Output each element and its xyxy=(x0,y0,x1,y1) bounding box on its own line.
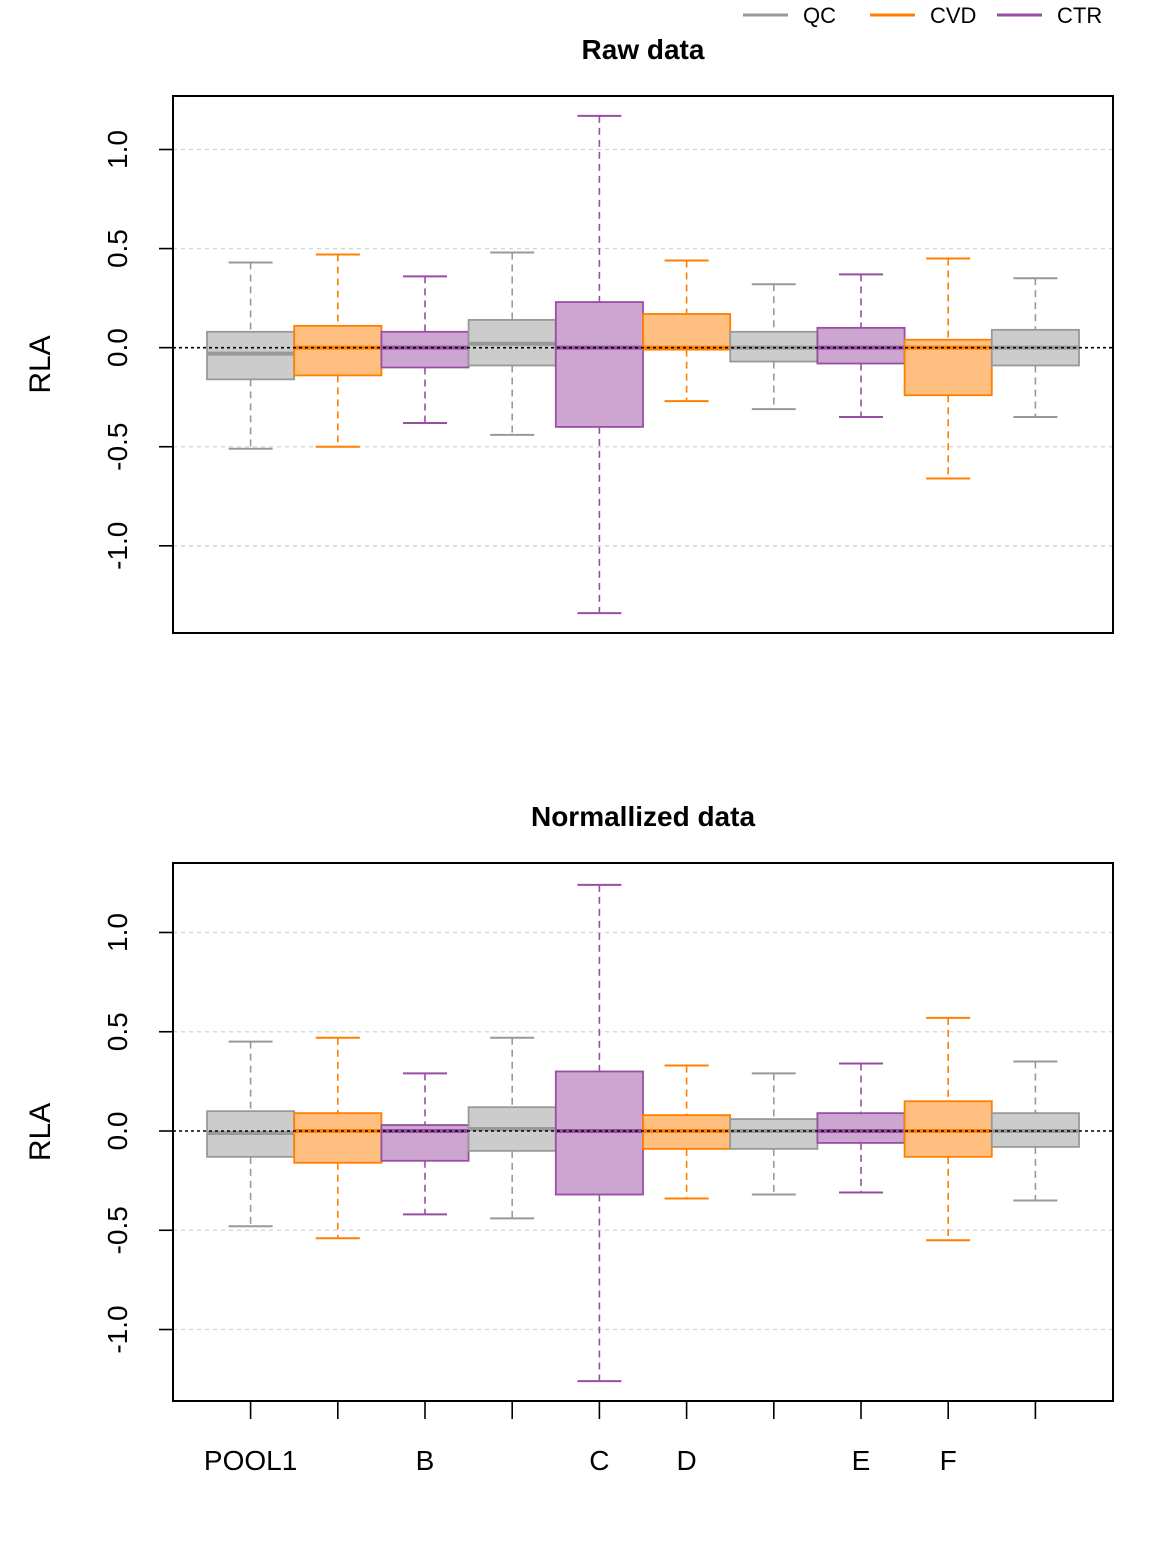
box-ctr xyxy=(816,273,906,419)
box-ctr xyxy=(554,883,644,1383)
x-tick-label: B xyxy=(416,1445,435,1476)
box-ctr xyxy=(380,1072,470,1216)
legend-label-qc: QC xyxy=(803,3,836,28)
raw-data-panel: Raw data -1.0 -0.5 0.0 0.5 1.0 RLA xyxy=(24,34,1114,634)
normalized-data-panel: Normallized data -1.0 -0.5 0.0 0.5 1.0 RLA xyxy=(24,801,1114,1402)
plot-frame xyxy=(172,95,1114,634)
box-qc xyxy=(467,1036,557,1220)
box-body xyxy=(293,1112,383,1164)
box-body xyxy=(642,313,732,351)
panel-title: Raw data xyxy=(582,34,705,65)
box-qc xyxy=(467,251,557,436)
y-tick-label: 0.0 xyxy=(102,1112,133,1151)
box-cvd xyxy=(293,1036,383,1240)
x-tick-label: F xyxy=(940,1445,957,1476)
box-qc xyxy=(206,1040,296,1228)
box-qc xyxy=(729,283,819,411)
y-tick-label: 1.0 xyxy=(102,130,133,169)
y-tick-label: -1.0 xyxy=(102,1305,133,1353)
box-qc xyxy=(206,261,296,450)
box-qc xyxy=(729,1072,819,1196)
box-cvd xyxy=(903,1016,993,1242)
box-body xyxy=(816,1112,906,1144)
y-tick-label: -1.0 xyxy=(102,522,133,570)
x-tick-label: E xyxy=(852,1445,871,1476)
box-cvd xyxy=(642,1064,732,1200)
box-cvd xyxy=(293,253,383,448)
x-tick-label: POOL1 xyxy=(204,1445,297,1476)
y-tick-label: -0.5 xyxy=(102,1206,133,1254)
box-cvd xyxy=(903,257,993,480)
box-ctr xyxy=(380,275,470,424)
legend-label-ctr: CTR xyxy=(1057,3,1102,28)
box-body xyxy=(554,301,644,428)
y-tick-label: 0.0 xyxy=(102,328,133,367)
chart-legend: QC CVD CTR xyxy=(743,3,1102,28)
box-cvd xyxy=(642,259,732,403)
box-ctr xyxy=(554,114,644,615)
y-axis-label: RLA xyxy=(24,1103,57,1161)
box-body xyxy=(293,324,383,377)
box-qc xyxy=(990,1060,1080,1202)
x-axis: POOL1 B C D E F xyxy=(204,1400,1037,1476)
y-tick-label: 0.5 xyxy=(102,229,133,268)
y-tick-label: 1.0 xyxy=(102,913,133,952)
box-ctr xyxy=(816,1062,906,1194)
y-axis-label: RLA xyxy=(24,335,57,393)
y-tick-label: -0.5 xyxy=(102,423,133,471)
box-qc xyxy=(990,277,1080,419)
legend-label-cvd: CVD xyxy=(930,3,976,28)
panel-title: Normallized data xyxy=(531,801,755,832)
box-body xyxy=(729,1118,819,1150)
x-tick-label: C xyxy=(589,1445,609,1476)
y-tick-label: 0.5 xyxy=(102,1012,133,1051)
x-tick-label: D xyxy=(676,1445,696,1476)
